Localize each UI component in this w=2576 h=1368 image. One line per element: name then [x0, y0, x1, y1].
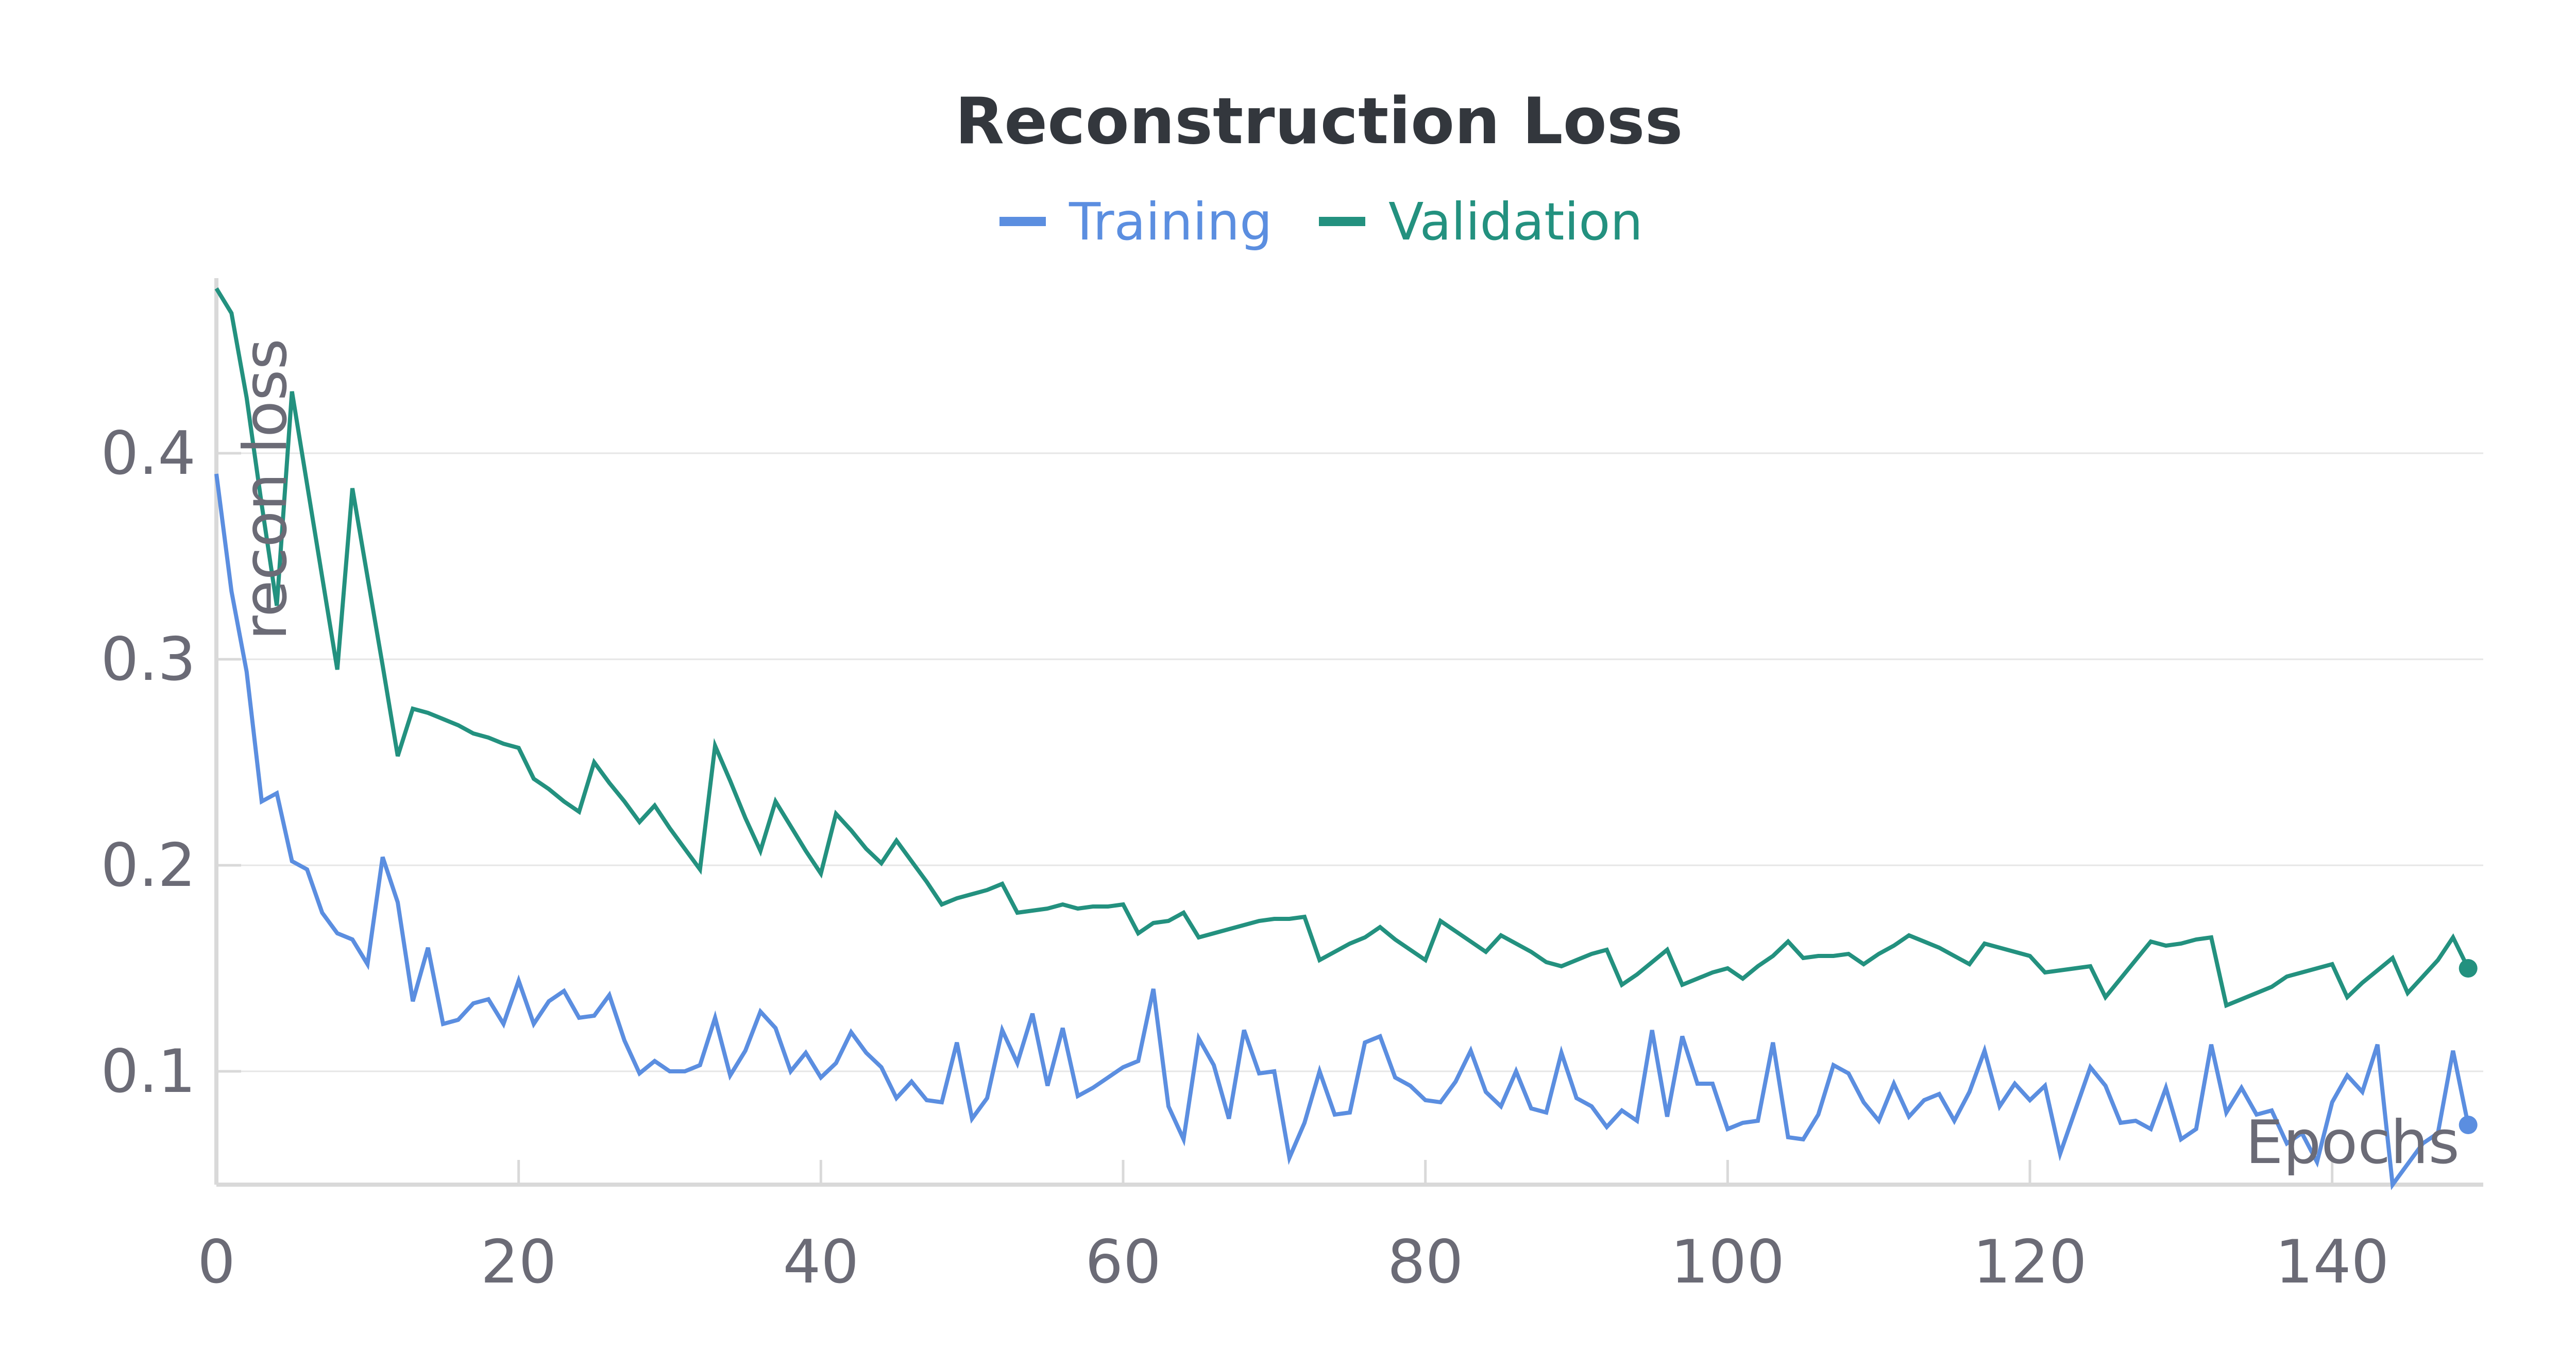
y-tick-label-3: 0.4 [101, 419, 196, 488]
x-tick-label-5: 100 [1671, 1227, 1785, 1297]
axes [214, 278, 2483, 1187]
legend: Training Validation [999, 192, 1643, 252]
training-end-point [2459, 1116, 2478, 1134]
y-tick-label-0: 0.1 [101, 1037, 196, 1106]
x-tick-label-6: 120 [1973, 1227, 2087, 1297]
training-series-line [214, 473, 2470, 1190]
x-tick-label-2: 40 [783, 1227, 859, 1297]
x-axis-label: Epochs [2245, 1108, 2460, 1177]
validation-end-point [2459, 959, 2478, 978]
y-tick-label-2: 0.3 [101, 625, 196, 694]
x-tick-label-7: 140 [2275, 1227, 2389, 1297]
tick-layer: 0.1 0.2 0.3 0.4 0 20 40 60 80 100 120 140 [101, 419, 2389, 1297]
x-tick-label-1: 20 [481, 1227, 557, 1297]
gridlines [216, 452, 2483, 1072]
y-tick-label-1: 0.2 [101, 831, 196, 900]
validation-legend-label: Validation [1388, 192, 1643, 252]
x-tick-label-4: 80 [1387, 1227, 1464, 1297]
x-tick-label-0: 0 [197, 1227, 235, 1297]
y-axis-label: recon loss [231, 338, 300, 640]
training-legend-label: Training [1069, 192, 1273, 252]
x-tick-label-3: 60 [1085, 1227, 1161, 1297]
chart-title: Reconstruction Loss [955, 84, 1683, 159]
validation-series-line [214, 287, 2470, 1008]
series-layer [214, 287, 2478, 1190]
